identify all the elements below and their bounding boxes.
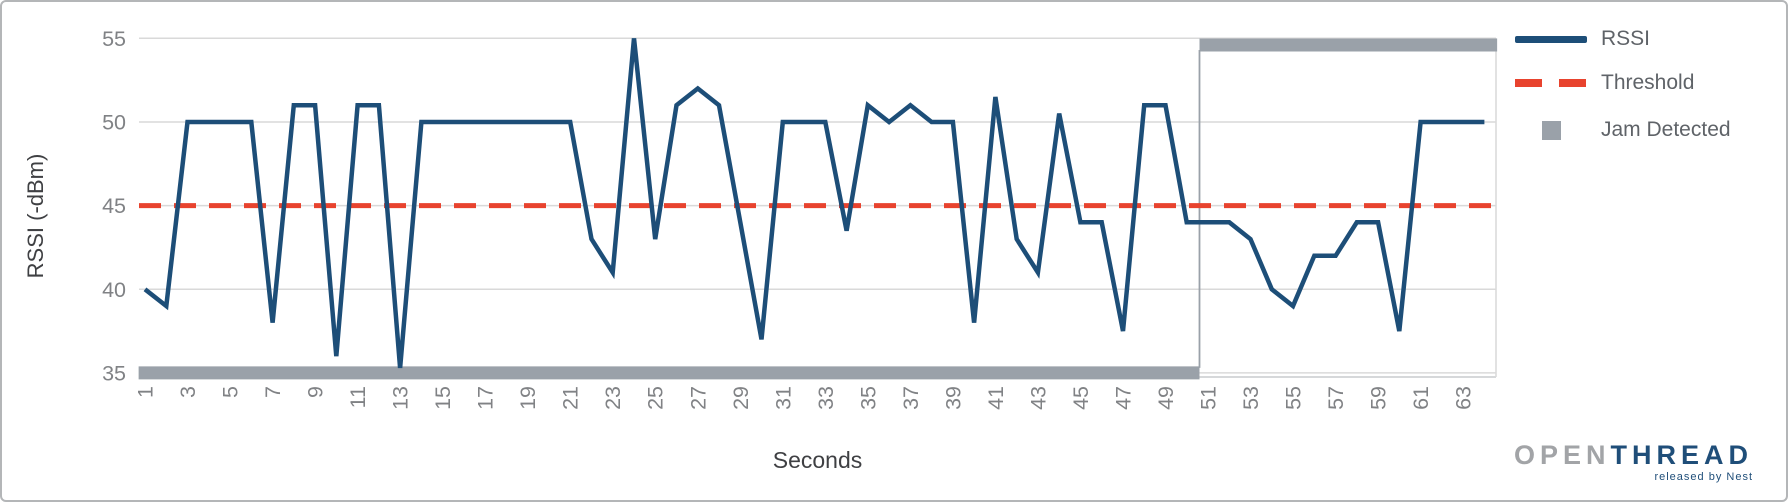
x-tick-label: 43 bbox=[1026, 386, 1050, 410]
x-tick-label: 35 bbox=[856, 386, 880, 410]
x-tick-label: 51 bbox=[1197, 386, 1221, 410]
y-tick-label: 50 bbox=[102, 110, 126, 134]
jam-detected-square-swatch bbox=[1541, 120, 1561, 140]
x-tick-label: 19 bbox=[516, 386, 540, 410]
x-tick-label: 45 bbox=[1069, 386, 1093, 410]
x-tick-label: 57 bbox=[1324, 386, 1348, 410]
x-tick-label: 53 bbox=[1239, 386, 1263, 410]
x-tick-label: 29 bbox=[729, 386, 753, 410]
x-tick-label: 25 bbox=[644, 386, 668, 410]
x-tick-label: 27 bbox=[686, 386, 710, 410]
x-tick-label: 23 bbox=[601, 386, 625, 410]
x-tick-label: 41 bbox=[984, 386, 1008, 410]
x-tick-label: 33 bbox=[814, 386, 838, 410]
openthread-logo: OPENTHREAD released by Nest bbox=[1514, 442, 1753, 483]
x-tick-label: 7 bbox=[261, 386, 285, 398]
x-tick-label: 49 bbox=[1154, 386, 1178, 410]
threshold-dash-swatch bbox=[1515, 79, 1587, 87]
x-tick-label: 13 bbox=[389, 386, 413, 410]
x-tick-label: 55 bbox=[1282, 386, 1306, 410]
legend-item-jam-detected: Jam Detected bbox=[1515, 116, 1731, 144]
y-tick-label: 45 bbox=[102, 194, 126, 218]
logo-tagline: released by Nest bbox=[1654, 471, 1753, 483]
y-axis-title: RSSI (-dBm) bbox=[23, 153, 48, 279]
x-tick-label: 47 bbox=[1111, 386, 1135, 410]
logo-thread-text: THREAD bbox=[1610, 440, 1753, 470]
x-tick-label: 17 bbox=[474, 386, 498, 410]
x-tick-label: 15 bbox=[431, 386, 455, 410]
x-tick-label: 63 bbox=[1452, 386, 1476, 410]
legend-item-rssi: RSSI bbox=[1515, 25, 1731, 53]
rssi-line bbox=[143, 38, 1485, 369]
chart-legend: RSSI Threshold Jam Detected bbox=[1515, 25, 1731, 144]
x-tick-label: 3 bbox=[176, 386, 200, 398]
x-tick-label: 1 bbox=[134, 386, 158, 398]
x-tick-label: 37 bbox=[899, 386, 923, 410]
x-tick-label: 31 bbox=[771, 386, 795, 410]
legend-label-threshold: Threshold bbox=[1601, 71, 1695, 94]
x-tick-label: 59 bbox=[1367, 386, 1391, 410]
logo-open-text: OPEN bbox=[1513, 440, 1611, 470]
x-tick-label: 39 bbox=[941, 386, 965, 410]
x-tick-label: 21 bbox=[559, 386, 583, 410]
y-tick-label: 40 bbox=[102, 278, 126, 302]
y-tick-label: 55 bbox=[102, 27, 126, 51]
y-tick-label: 35 bbox=[102, 361, 126, 385]
rssi-line-swatch bbox=[1515, 35, 1587, 43]
x-tick-label: 5 bbox=[219, 386, 243, 398]
legend-label-rssi: RSSI bbox=[1601, 27, 1651, 50]
legend-item-threshold: Threshold bbox=[1515, 69, 1731, 97]
x-tick-label: 9 bbox=[304, 386, 328, 398]
x-axis-title: Seconds bbox=[772, 447, 863, 473]
x-tick-label: 11 bbox=[346, 386, 370, 408]
x-tick-label: 61 bbox=[1409, 386, 1433, 410]
legend-label-jam-detected: Jam Detected bbox=[1601, 118, 1731, 141]
